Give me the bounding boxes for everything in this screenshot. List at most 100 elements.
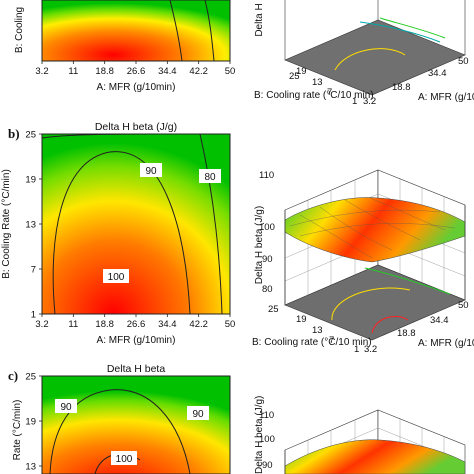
z-axis-label: Delta H beta (J/g) xyxy=(254,396,265,474)
panel-c-surface: 90 100 110 Delta H beta (J/g) xyxy=(254,396,466,474)
floor-contour xyxy=(364,267,451,295)
x-tick-label: 18.8 xyxy=(95,66,114,77)
chart-title: Delta H beta xyxy=(107,363,166,375)
z-axis-label: Delta H beta (J/g) xyxy=(254,206,265,284)
contour-label-box xyxy=(55,399,77,413)
x-tick-label: 3.2 xyxy=(35,319,48,330)
y-tick-label: 1 xyxy=(354,344,359,355)
chart-title: Delta H beta (J/g) xyxy=(95,121,177,133)
y-tick-label: 1 xyxy=(31,310,36,321)
contour-plot-area xyxy=(42,134,230,314)
contour-label-box xyxy=(140,163,162,177)
y-axis-label: B: Cooling rate (°C/10 min) xyxy=(254,90,374,101)
y-tick-label: 25 xyxy=(25,372,36,383)
x-tick-label: 50 xyxy=(458,300,469,311)
y-tick-label: 13 xyxy=(312,77,323,88)
x-tick-label: 11 xyxy=(68,319,78,330)
y-tick-label: 7 xyxy=(31,265,36,276)
x-tick-label: 50 xyxy=(458,56,469,67)
response-surface xyxy=(284,439,466,474)
x-tick-label: 18.8 xyxy=(397,328,416,339)
y-axis-label: B: Cooling xyxy=(14,7,25,53)
contour-label: 100 xyxy=(108,272,125,283)
x-tick-label: 26.6 xyxy=(127,66,146,77)
floor-contour xyxy=(334,48,406,71)
x-tick-label: 18.8 xyxy=(95,319,114,330)
x-tick-label: 42.2 xyxy=(189,319,208,330)
y-tick-label: 7 xyxy=(327,87,332,98)
contour-line-90 xyxy=(49,389,191,474)
floor-contour xyxy=(331,287,411,321)
x-ticks-a: 3.2 11 18.8 26.6 34.4 42.2 50 xyxy=(35,61,235,77)
x-tick-label: 34.4 xyxy=(158,319,177,330)
y-ticks-b: 1 7 13 19 25 xyxy=(25,130,42,321)
y-ticks-c: 13 19 25 xyxy=(25,372,42,473)
y-tick-label: 7 xyxy=(329,335,334,346)
y-tick-label: 25 xyxy=(25,130,36,141)
surface-mesh xyxy=(289,197,456,259)
contour-line xyxy=(169,0,183,62)
z-tick-label: 100 xyxy=(259,222,275,233)
plot-frame xyxy=(41,375,231,474)
x-tick-label: 42.2 xyxy=(189,66,208,77)
contour-label-box xyxy=(111,451,137,465)
x-axis-label: A: MFR (g/10min) xyxy=(97,82,176,93)
y-tick-label: 25 xyxy=(289,71,300,82)
y-axis-label: Rate (°C/min) xyxy=(12,400,23,461)
contour-label: 100 xyxy=(116,454,133,465)
x-tick-label: 34.4 xyxy=(428,68,447,79)
panel-b-contour: b) Delta H beta (J/g) 90 80 100 1 7 13 19 25… xyxy=(1,121,235,346)
z-tick-label: 110 xyxy=(259,410,274,421)
contour-line xyxy=(204,0,215,62)
floor-contour xyxy=(359,21,441,43)
x-tick-label: 26.6 xyxy=(127,319,146,330)
contour-label-box xyxy=(199,169,221,183)
z-tick-label: 100 xyxy=(259,434,275,445)
panel-b-surface: 80 90 100 110 Delta H beta (J/g) 25 19 1… xyxy=(252,169,474,355)
y-tick-label: 13 xyxy=(25,220,36,231)
panel-label: b) xyxy=(8,126,20,141)
z-tick-label: 90 xyxy=(262,254,273,265)
x-tick-label: 3.2 xyxy=(364,344,377,355)
z-tick-label: 90 xyxy=(262,460,273,471)
contour-label-box xyxy=(103,269,129,283)
contour-label: 90 xyxy=(60,402,72,413)
panel-a-surface: Delta H 25 19 13 7 1 3.2 18.8 34.4 50 B:… xyxy=(254,0,474,107)
z-tick-label: 110 xyxy=(259,170,274,181)
y-tick-label: 25 xyxy=(268,304,279,315)
y-axis-label: B: Cooling rate (°C/10 min) xyxy=(252,337,372,348)
x-tick-label: 34.4 xyxy=(430,315,449,326)
y-axis-label: B: Cooling Rate (°C/min) xyxy=(1,169,12,279)
contour-line-80 xyxy=(199,133,223,315)
contour-label-box xyxy=(187,406,209,420)
floor-contour xyxy=(379,17,446,39)
z-tick-label: 80 xyxy=(262,284,273,295)
x-tick-label: 34.4 xyxy=(158,66,177,77)
contour-label: 80 xyxy=(204,172,216,183)
x-tick-label: 50 xyxy=(225,66,236,77)
y-tick-label: 13 xyxy=(312,325,323,336)
y-tick-label: 19 xyxy=(296,314,307,325)
x-axis-label: A: MFR (g/10min) xyxy=(418,338,474,349)
x-ticks-b: 3.2 11 18.8 26.6 34.4 42.2 50 xyxy=(35,314,235,330)
x-tick-label: 3.2 xyxy=(35,66,48,77)
contour-label: 90 xyxy=(145,166,157,177)
panel-a-contour: 3.2 11 18.8 26.6 34.4 42.2 50 A: MFR (g/10min)… xyxy=(14,0,235,93)
floor-contour xyxy=(371,316,409,334)
x-axis-label: A: MFR (g/10min) xyxy=(97,335,176,346)
y-tick-label: 19 xyxy=(25,417,36,428)
x-tick-label: 50 xyxy=(225,319,236,330)
contour-plot-area xyxy=(42,0,230,61)
y-tick-label: 1 xyxy=(352,96,357,107)
contour-label: 90 xyxy=(192,409,204,420)
y-tick-label: 19 xyxy=(296,66,307,77)
contour-line-90 xyxy=(52,151,191,315)
y-tick-label: 13 xyxy=(25,462,36,473)
x-tick-label: 18.8 xyxy=(392,82,411,93)
z-axis-label: Delta H xyxy=(254,3,265,36)
x-tick-label: 11 xyxy=(68,66,78,77)
x-axis-label: A: MFR (g/10min) xyxy=(418,92,474,103)
x-tick-label: 3.2 xyxy=(363,96,376,107)
panel-label: c) xyxy=(8,368,18,383)
